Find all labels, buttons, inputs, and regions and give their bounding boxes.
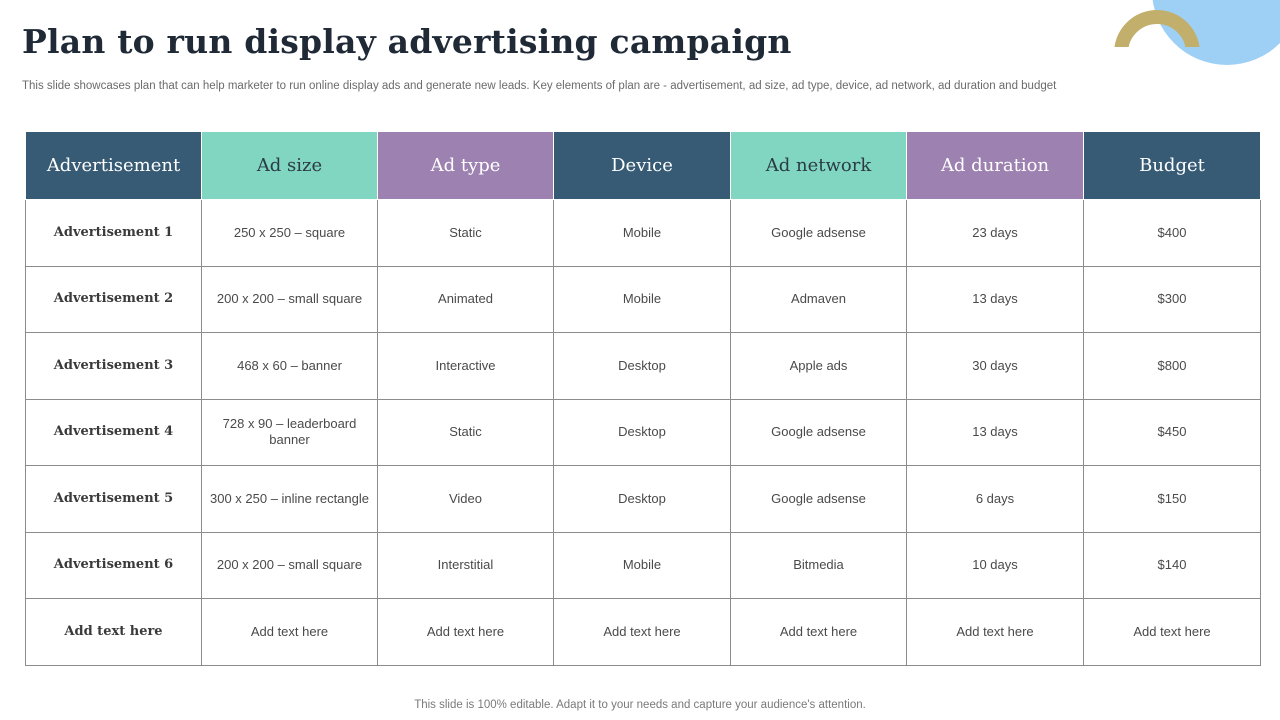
cell-advertisement: Advertisement 1 bbox=[25, 199, 202, 267]
cell-ad-duration: Add text here bbox=[906, 598, 1084, 666]
cell-ad-duration: 13 days bbox=[906, 398, 1084, 466]
cell-ad-duration: 13 days bbox=[906, 265, 1084, 333]
cell-ad-size: 728 x 90 – leaderboard banner bbox=[201, 398, 378, 466]
cell-device: Mobile bbox=[553, 531, 731, 599]
cell-ad-network: Google adsense bbox=[730, 398, 907, 466]
campaign-plan-table: Advertisement Ad size Ad type Device Ad … bbox=[25, 131, 1261, 666]
cell-device: Desktop bbox=[553, 332, 731, 400]
footer-note: This slide is 100% editable. Adapt it to… bbox=[414, 699, 866, 711]
header-advertisement: Advertisement bbox=[25, 131, 202, 200]
table-row: Advertisement 3 468 x 60 – banner Intera… bbox=[25, 332, 1261, 400]
cell-device: Mobile bbox=[553, 265, 731, 333]
cell-ad-size: Add text here bbox=[201, 598, 378, 666]
cell-budget: $800 bbox=[1083, 332, 1261, 400]
table-row: Advertisement 1 250 x 250 – square Stati… bbox=[25, 199, 1261, 267]
header-ad-network: Ad network bbox=[730, 131, 907, 200]
header-ad-duration: Ad duration bbox=[906, 131, 1084, 200]
cell-advertisement: Add text here bbox=[25, 598, 202, 666]
table-row: Advertisement 4 728 x 90 – leaderboard b… bbox=[25, 398, 1261, 466]
cell-ad-network: Google adsense bbox=[730, 465, 907, 533]
cell-advertisement: Advertisement 6 bbox=[25, 531, 202, 599]
cell-ad-size: 300 x 250 – inline rectangle bbox=[201, 465, 378, 533]
table-header-row: Advertisement Ad size Ad type Device Ad … bbox=[25, 131, 1261, 200]
cell-device: Desktop bbox=[553, 398, 731, 466]
cell-advertisement: Advertisement 4 bbox=[25, 398, 202, 466]
cell-budget: $400 bbox=[1083, 199, 1261, 267]
cell-ad-network: Google adsense bbox=[730, 199, 907, 267]
cell-budget: $140 bbox=[1083, 531, 1261, 599]
cell-ad-type: Static bbox=[377, 398, 554, 466]
cell-ad-duration: 10 days bbox=[906, 531, 1084, 599]
cell-ad-type: Video bbox=[377, 465, 554, 533]
cell-advertisement: Advertisement 3 bbox=[25, 332, 202, 400]
header-ad-type: Ad type bbox=[377, 131, 554, 200]
cell-budget: Add text here bbox=[1083, 598, 1261, 666]
cell-ad-type: Interstitial bbox=[377, 531, 554, 599]
cell-ad-type: Static bbox=[377, 199, 554, 267]
cell-ad-size: 250 x 250 – square bbox=[201, 199, 378, 267]
cell-advertisement: Advertisement 5 bbox=[25, 465, 202, 533]
cell-budget: $450 bbox=[1083, 398, 1261, 466]
cell-ad-size: 468 x 60 – banner bbox=[201, 332, 378, 400]
cell-ad-network: Admaven bbox=[730, 265, 907, 333]
cell-device: Mobile bbox=[553, 199, 731, 267]
cell-ad-size: 200 x 200 – small square bbox=[201, 265, 378, 333]
cell-budget: $300 bbox=[1083, 265, 1261, 333]
cell-ad-duration: 23 days bbox=[906, 199, 1084, 267]
cell-ad-type: Add text here bbox=[377, 598, 554, 666]
cell-ad-type: Interactive bbox=[377, 332, 554, 400]
header-ad-size: Ad size bbox=[201, 131, 378, 200]
header-budget: Budget bbox=[1083, 131, 1261, 200]
header-device: Device bbox=[553, 131, 731, 200]
table-row: Advertisement 6 200 x 200 – small square… bbox=[25, 531, 1261, 599]
table-row: Advertisement 5 300 x 250 – inline recta… bbox=[25, 465, 1261, 533]
cell-ad-network: Add text here bbox=[730, 598, 907, 666]
cell-ad-type: Animated bbox=[377, 265, 554, 333]
cell-device: Add text here bbox=[553, 598, 731, 666]
table-row: Add text here Add text here Add text her… bbox=[25, 598, 1261, 666]
cell-ad-network: Apple ads bbox=[730, 332, 907, 400]
cell-advertisement: Advertisement 2 bbox=[25, 265, 202, 333]
cell-budget: $150 bbox=[1083, 465, 1261, 533]
page-subtitle: This slide showcases plan that can help … bbox=[22, 80, 1057, 92]
table-row: Advertisement 2 200 x 200 – small square… bbox=[25, 265, 1261, 333]
cell-ad-duration: 30 days bbox=[906, 332, 1084, 400]
cell-ad-duration: 6 days bbox=[906, 465, 1084, 533]
cell-device: Desktop bbox=[553, 465, 731, 533]
cell-ad-network: Bitmedia bbox=[730, 531, 907, 599]
cell-ad-size: 200 x 200 – small square bbox=[201, 531, 378, 599]
page-title: Plan to run display advertising campaign bbox=[22, 22, 792, 61]
